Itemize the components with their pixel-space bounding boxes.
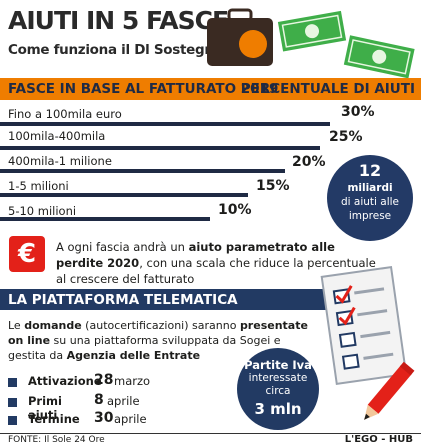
date-label: Attivazione: [28, 374, 102, 388]
band-label: 1-5 milioni: [8, 179, 69, 193]
checklist-icon: [320, 266, 415, 420]
platform-bold: domande: [24, 319, 82, 332]
source-credit: FONTE: Il Sole 24 Ore: [8, 435, 105, 445]
platform-text: su una piattaforma sviluppata da Sogei e…: [8, 334, 281, 362]
band-percent: 30%: [341, 104, 375, 120]
vat-holders-text: interessate: [248, 372, 308, 384]
date-label: Termine: [28, 412, 80, 426]
total-aid-unit: miliardi: [347, 182, 393, 194]
band-label: 100mila-400mila: [8, 129, 106, 143]
total-aid-badge: 12 miliardi di aiuti alle imprese: [327, 155, 413, 241]
page-subtitle: Come funziona il Dl Sostegni: [8, 42, 219, 58]
page-title: AIUTI IN 5 FASCE: [8, 6, 229, 35]
platform-text: Le: [8, 319, 25, 332]
platform-description: Le domande (autocertificazioni) saranno …: [8, 318, 308, 363]
total-aid-number: 12: [358, 161, 382, 180]
bands-header: FASCE IN BASE AL FATTURATO 2019 PERCENTU…: [0, 78, 421, 100]
band-label: Fino a 100mila euro: [8, 107, 122, 121]
date-month: aprile: [107, 394, 140, 408]
date-day: 30: [94, 410, 114, 426]
band-bar: [0, 193, 248, 197]
band-percent: 25%: [329, 129, 363, 145]
total-aid-text: imprese: [348, 210, 392, 222]
band-label: 5-10 milioni: [8, 204, 77, 218]
platform-text: (autocertificazioni) saranno: [81, 319, 240, 332]
band-label: 400mila-1 milione: [8, 154, 112, 168]
date-day: 28: [94, 372, 114, 388]
note-text: , con una scala che riduce la percentual…: [56, 256, 376, 286]
bullet-square: [8, 378, 17, 387]
band-percent: 15%: [256, 178, 290, 194]
note-text: A ogni fascia andrà un: [56, 240, 189, 254]
bullet-square: [8, 398, 17, 407]
footer-divider: [0, 433, 421, 434]
date-month: aprile: [114, 412, 147, 426]
vat-holders-text: circa: [265, 385, 291, 397]
platform-bold: Agenzia delle Entrate: [66, 349, 201, 362]
euro-icon: €: [9, 236, 45, 272]
band-bar: [0, 122, 330, 126]
note-bold: aiuto parametrato alle perdite 2020: [56, 240, 335, 270]
date-day: 8: [94, 392, 104, 408]
vat-holders-title: Partite Iva: [244, 358, 312, 372]
bullet-square: [8, 416, 17, 425]
vat-holders-badge: Partite Iva interessate circa 3 mln: [237, 348, 319, 430]
brand-credit: L'EGO - HUB: [344, 434, 413, 445]
band-percent: 10%: [218, 202, 252, 218]
aid-note: A ogni fascia andrà un aiuto parametrato…: [56, 239, 386, 287]
band-bar: [0, 217, 210, 221]
date-month: marzo: [114, 374, 151, 388]
band-bar: [0, 146, 320, 150]
bands-header-right: PERCENTUALE DI AIUTI: [240, 81, 415, 97]
pencil-icon: [364, 361, 415, 420]
banknote-icon: [277, 10, 347, 52]
briefcase-icon: [207, 8, 273, 66]
banknote-icon: [343, 35, 415, 79]
platform-bold: presentate on line: [8, 319, 308, 347]
vat-holders-number: 3 mln: [254, 400, 302, 418]
band-bar: [0, 169, 285, 173]
platform-header: LA PIATTAFORMA TELEMATICA: [0, 289, 340, 310]
date-label: Primi aiuti: [28, 394, 62, 422]
band-percent: 20%: [292, 154, 326, 170]
total-aid-text: di aiuti alle: [340, 196, 400, 208]
bands-header-left: FASCE IN BASE AL FATTURATO 2019: [8, 81, 279, 97]
